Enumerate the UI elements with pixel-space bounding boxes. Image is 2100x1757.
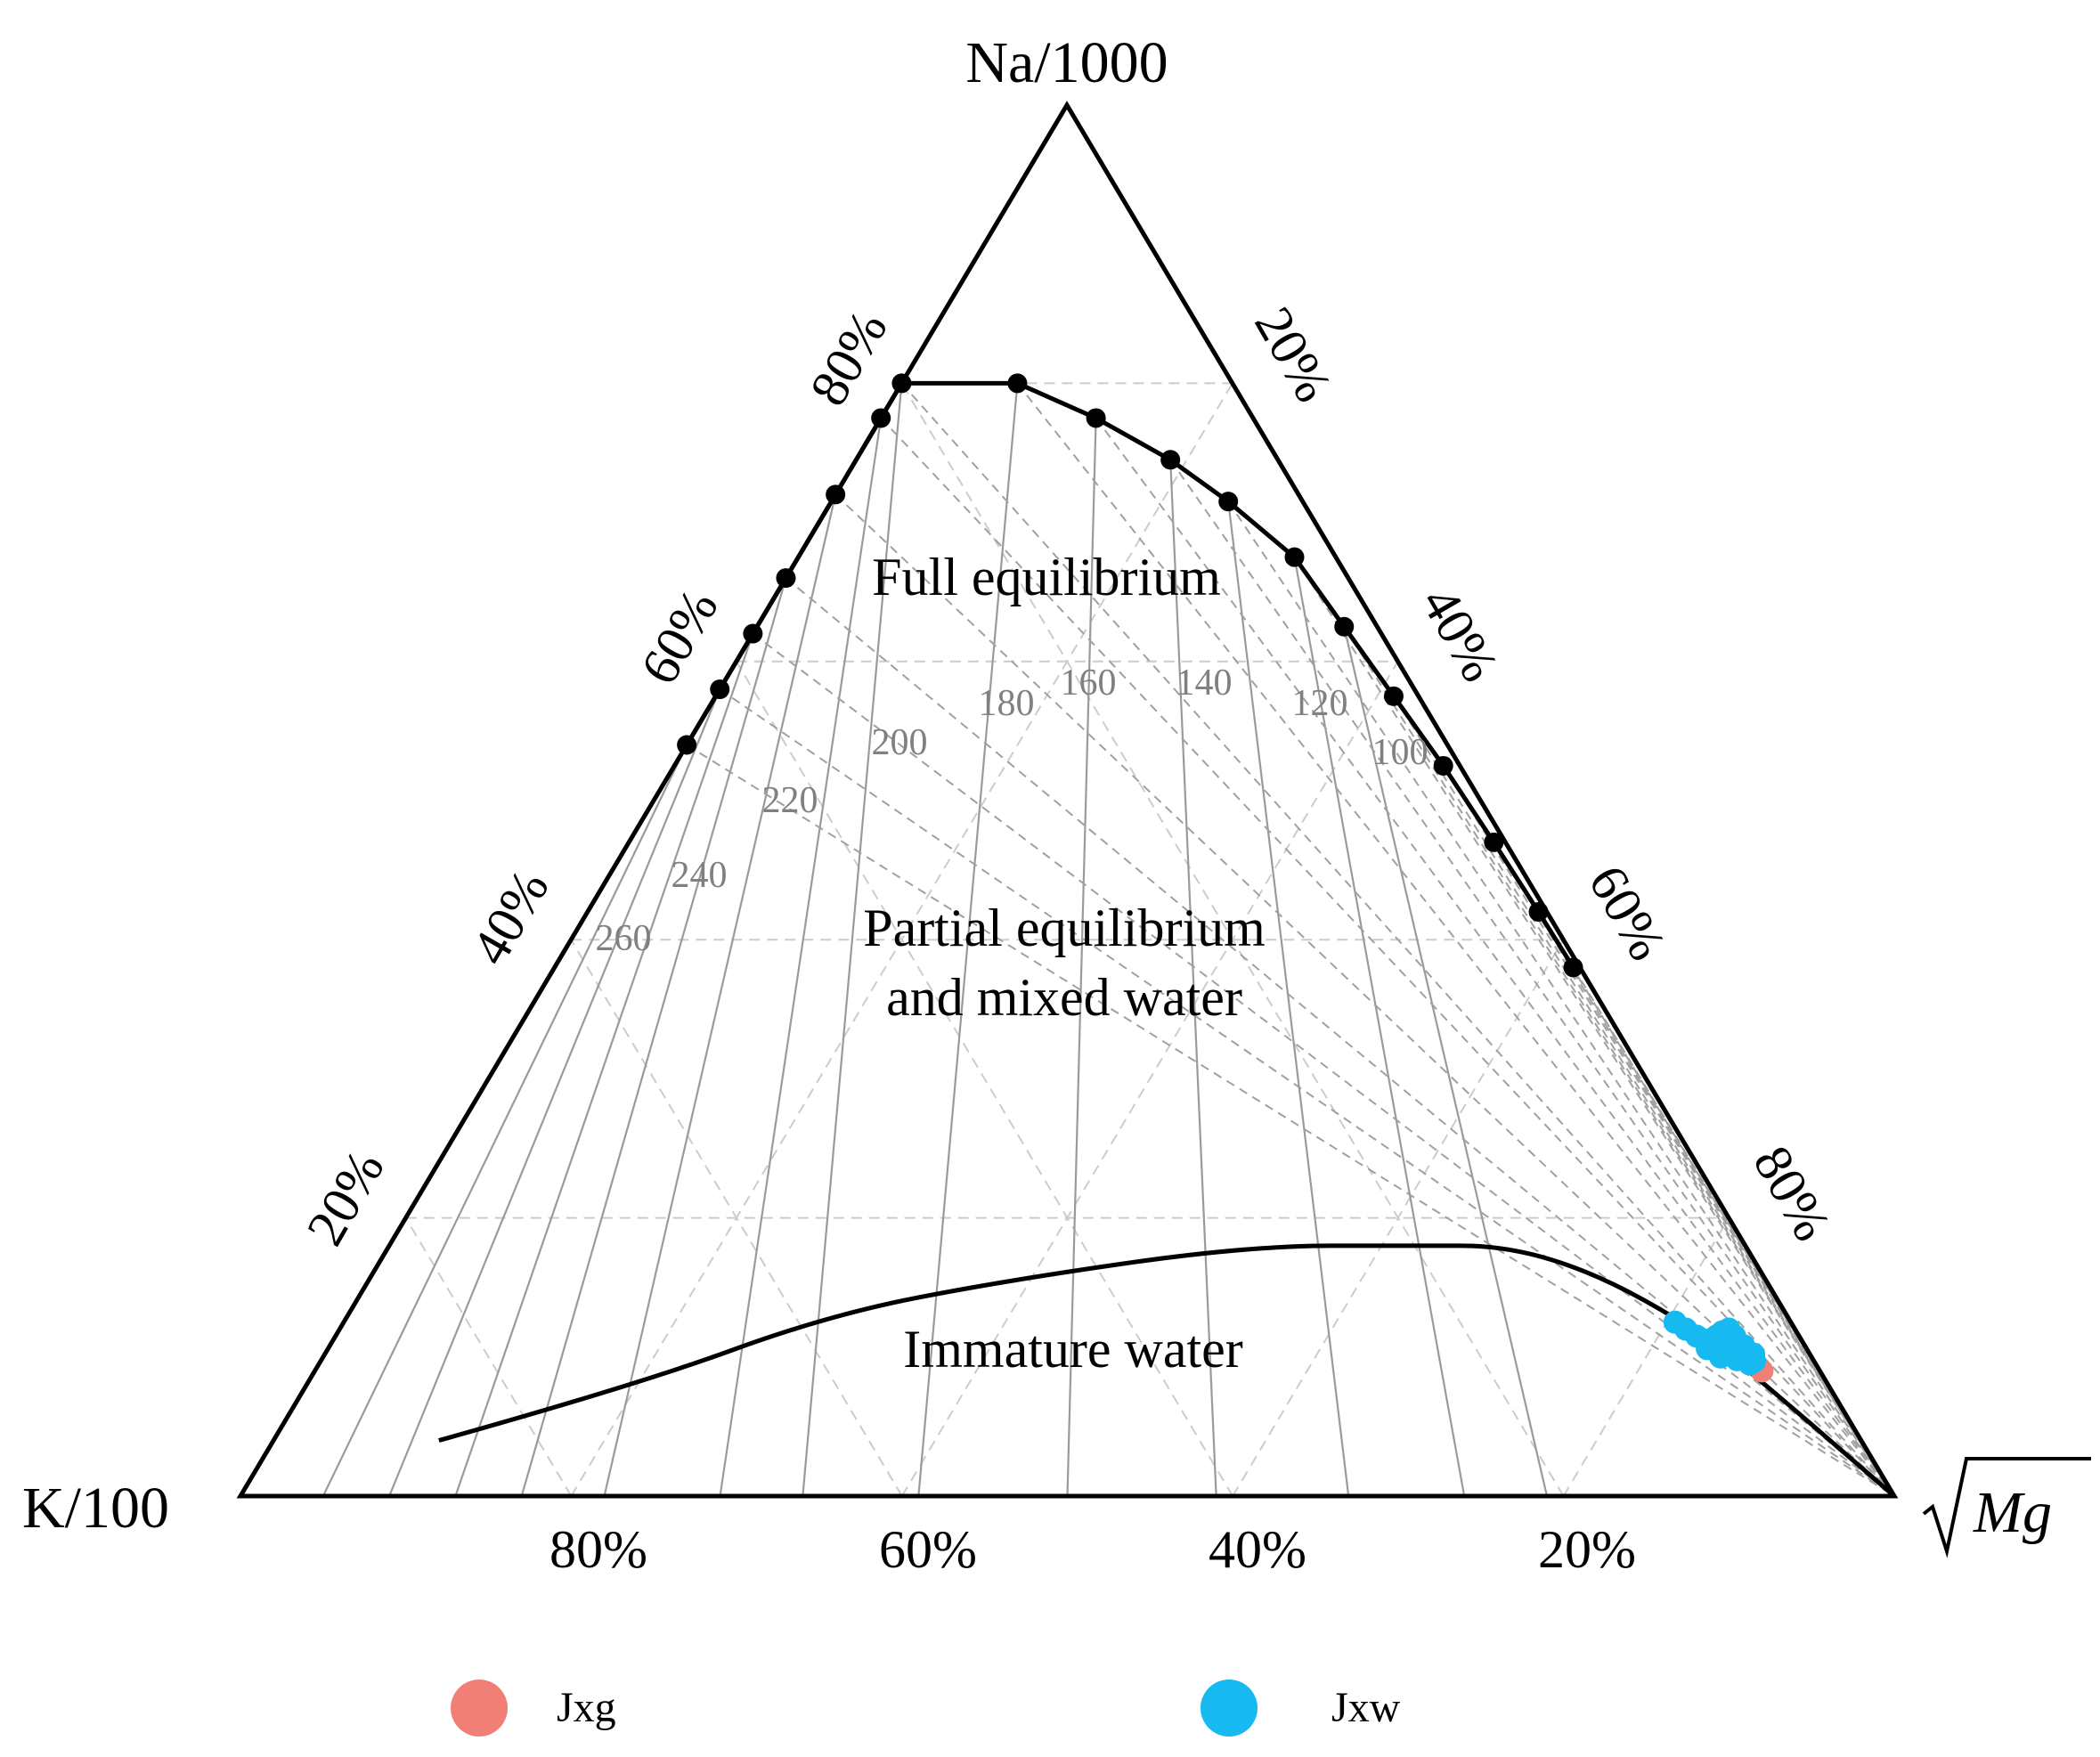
equilibrium-node xyxy=(1484,832,1504,852)
equilibrium-node xyxy=(1160,450,1181,470)
isotherm-line xyxy=(520,577,787,1497)
temp-label-220: 220 xyxy=(762,780,818,821)
isotherm-line xyxy=(1169,460,1217,1497)
isotherm-dash-line xyxy=(1169,459,1895,1497)
equilibrium-node xyxy=(776,568,796,589)
isotherm-dash-line xyxy=(686,744,1895,1497)
right-tick-40: 40% xyxy=(1410,577,1510,691)
equilibrium-node xyxy=(1218,492,1239,512)
temp-label-140: 140 xyxy=(1176,663,1233,704)
isotherm-line xyxy=(388,688,721,1497)
equilibrium-node xyxy=(1528,901,1549,922)
bottom-tick-80: 80% xyxy=(549,1520,647,1579)
grid-line-mg-80 xyxy=(1562,1217,1730,1497)
isotherm-line xyxy=(322,744,688,1497)
legend-marker-jxw xyxy=(1201,1680,1258,1737)
isotherm-dash-line xyxy=(880,417,1895,1497)
isotherm-line xyxy=(719,418,883,1497)
right-tick-20: 20% xyxy=(1243,297,1343,411)
region-label-immature-water: Immature water xyxy=(903,1320,1242,1379)
isotherm-line xyxy=(603,494,837,1497)
triangle-outline xyxy=(236,101,1899,1499)
isotherm-line xyxy=(1066,418,1097,1497)
grid-line-mg-60 xyxy=(1232,939,1565,1497)
isotherm-dash-line xyxy=(900,382,1895,1497)
grid-line-k-60 xyxy=(570,939,903,1497)
right-tick-60: 60% xyxy=(1577,856,1677,970)
equilibrium-node xyxy=(1433,755,1453,776)
grid-line-k-40 xyxy=(735,661,1234,1497)
equilibrium-node xyxy=(826,484,846,505)
isotherm-dash-line xyxy=(1393,695,1895,1497)
grid-line-k-80 xyxy=(404,1217,573,1497)
equilibrium-node xyxy=(1284,547,1305,567)
isotherm-lines xyxy=(322,382,1895,1497)
region-label-partial-equilibrium: Partial equilibrium xyxy=(863,899,1266,957)
temp-label-240: 240 xyxy=(672,855,728,896)
left-tick-20: 20% xyxy=(296,1141,395,1255)
equilibrium-node xyxy=(743,623,763,644)
full-equilibrium-curve xyxy=(684,380,1575,969)
right-tick-80: 80% xyxy=(1742,1136,1842,1250)
isotherm-dash-line xyxy=(752,632,1895,1497)
vertex-label-right-text: Mg xyxy=(1973,1480,2052,1545)
isotherm-dash-line xyxy=(1095,417,1895,1497)
temp-label-120: 120 xyxy=(1292,683,1348,724)
isotherm-line xyxy=(1293,557,1466,1497)
grid-line-mg-40 xyxy=(900,661,1399,1497)
equilibrium-node xyxy=(1007,373,1028,394)
isotherm-line xyxy=(802,383,903,1497)
isotherm-line xyxy=(917,383,1019,1497)
equilibrium-node xyxy=(1334,616,1355,637)
vertex-label-right: Mg xyxy=(1922,1457,2091,1558)
legend-label-jxg: Jxg xyxy=(557,1684,616,1731)
equilibrium-node xyxy=(891,373,912,394)
left-tick-80: 80% xyxy=(799,301,899,415)
temp-label-160: 160 xyxy=(1061,663,1117,704)
equilibrium-node xyxy=(871,408,891,428)
temp-label-200: 200 xyxy=(872,722,928,763)
left-tick-60: 60% xyxy=(630,580,729,694)
triangle-frame xyxy=(236,101,1899,1499)
region-label-full-equilibrium: Full equilibrium xyxy=(872,548,1221,606)
legend: Jxg Jxw xyxy=(451,1680,1401,1737)
bottom-tick-40: 40% xyxy=(1209,1520,1306,1579)
temp-label-180: 180 xyxy=(979,683,1035,724)
left-tick-40: 40% xyxy=(460,860,560,974)
bottom-tick-20: 20% xyxy=(1538,1520,1636,1579)
equilibrium-node xyxy=(1086,408,1106,428)
isotherm-dash-line xyxy=(719,688,1895,1497)
isotherm-line xyxy=(1343,626,1549,1497)
legend-marker-jxg xyxy=(451,1680,508,1737)
vertex-label-top: Na/1000 xyxy=(965,30,1168,95)
data-point-jxw xyxy=(1708,1345,1732,1369)
equilibrium-node xyxy=(1383,686,1404,706)
vertex-label-left: K/100 xyxy=(22,1476,169,1541)
legend-label-jxw: Jxw xyxy=(1331,1684,1401,1731)
bottom-tick-60: 60% xyxy=(879,1520,977,1579)
data-point-jxw xyxy=(1738,1352,1762,1376)
isotherm-dash-line xyxy=(1227,500,1895,1497)
region-label-mixed-water: and mixed water xyxy=(886,968,1242,1027)
isotherm-dash-line xyxy=(1293,557,1895,1497)
sqrt-symbol xyxy=(1922,1457,2091,1558)
temp-label-260: 260 xyxy=(596,918,652,959)
equilibrium-node xyxy=(1563,957,1583,978)
temp-label-100: 100 xyxy=(1372,732,1428,773)
sample-points xyxy=(1663,1310,1774,1383)
equilibrium-node xyxy=(710,679,730,700)
isotherm-line xyxy=(454,633,754,1497)
equilibrium-node xyxy=(677,735,697,755)
isotherm-line xyxy=(1227,501,1350,1497)
